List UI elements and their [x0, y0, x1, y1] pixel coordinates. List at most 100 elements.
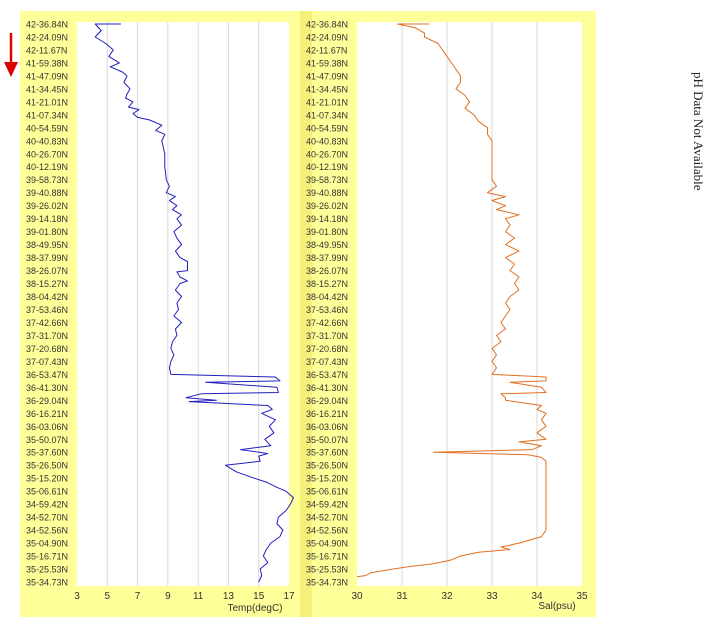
sal-y-tick-label: 39-01.80N [306, 227, 348, 237]
temp-y-tick-label: 38-49.95N [26, 240, 68, 250]
temp-x-axis-label: Temp(degC) [227, 603, 282, 614]
temp-y-tick-label: 36-03.06N [26, 422, 68, 432]
temp-y-tick-label: 41-21.01N [26, 97, 68, 107]
temp-y-tick-label: 34-59.42N [26, 500, 68, 510]
temp-x-tick-label: 3 [74, 591, 80, 602]
sal-y-tick-label: 37-20.68N [306, 344, 348, 354]
temp-y-tick-label: 34-52.70N [26, 513, 68, 523]
temp-y-tick-label: 35-15.20N [26, 474, 68, 484]
sal-y-tick-label: 38-04.42N [306, 292, 348, 302]
sal-y-tick-label: 35-50.07N [306, 435, 348, 445]
temp-x-tick-label: 9 [165, 591, 171, 602]
temp-y-tick-label: 41-07.34N [26, 110, 68, 120]
temp-y-tick-label: 40-26.70N [26, 149, 68, 159]
sal-y-tick-label: 35-25.53N [306, 565, 348, 575]
sal-y-tick-label: 35-04.90N [306, 539, 348, 549]
temp-y-tick-label: 34-52.56N [26, 526, 68, 536]
sal-y-tick-label: 42-36.84N [306, 20, 348, 30]
temp-y-tick-label: 42-36.84N [26, 20, 68, 30]
sal-y-tick-label: 35-34.73N [306, 578, 348, 588]
temp-x-tick-label: 5 [105, 591, 111, 602]
sal-y-tick-label: 41-59.38N [306, 58, 348, 68]
sal-y-tick-label: 39-14.18N [306, 214, 348, 224]
temp-y-tick-label: 35-04.90N [26, 539, 68, 549]
sal-y-tick-label: 36-16.21N [306, 409, 348, 419]
temp-y-tick-label: 39-14.18N [26, 214, 68, 224]
sal-y-tick-label: 36-53.47N [306, 370, 348, 380]
sal-y-tick-label: 41-21.01N [306, 97, 348, 107]
temp-y-tick-label: 41-47.09N [26, 71, 68, 81]
sal-y-tick-label: 38-15.27N [306, 279, 348, 289]
sal-y-tick-label: 40-12.19N [306, 162, 348, 172]
sal-chart: 30 31 32 33 34 35 42-36.84N 42-24.09N 42-11.67N 4… [306, 20, 588, 613]
temp-y-tick-label: 37-31.70N [26, 331, 68, 341]
sal-y-tick-label: 41-07.34N [306, 110, 348, 120]
sal-series-line [356, 23, 547, 578]
sal-y-tick-label: 40-54.59N [306, 123, 348, 133]
temp-y-tick-label: 35-25.53N [26, 565, 68, 575]
sal-y-tick-label: 34-52.70N [306, 513, 348, 523]
temp-x-tick-label: 13 [223, 591, 235, 602]
temp-y-tick-label: 37-20.68N [26, 344, 68, 354]
ph-note-text: pH Data Not Available [691, 72, 706, 191]
ph-unavailable-note: pH Data Not Available [690, 72, 710, 232]
sal-x-tick-label: 30 [351, 591, 363, 602]
temp-y-tick-label: 39-26.02N [26, 201, 68, 211]
sal-y-tick-label: 35-06.61N [306, 487, 348, 497]
sal-y-tick-label: 37-53.46N [306, 305, 348, 315]
sal-x-tick-label: 34 [531, 591, 543, 602]
sal-y-tick-label: 42-24.09N [306, 32, 348, 42]
temp-y-tick-label: 36-41.30N [26, 383, 68, 393]
temp-y-tick-label: 39-58.73N [26, 175, 68, 185]
sal-y-tick-label: 37-42.66N [306, 318, 348, 328]
temp-y-tick-label: 37-42.66N [26, 318, 68, 328]
sal-y-tick-label: 35-15.20N [306, 474, 348, 484]
sal-x-tick-label: 31 [396, 591, 408, 602]
temp-y-tick-label: 40-54.59N [26, 123, 68, 133]
temp-x-tick-label: 17 [283, 591, 295, 602]
temp-y-tick-label: 38-15.27N [26, 279, 68, 289]
sal-y-tick-label: 37-07.43N [306, 357, 348, 367]
sal-y-tick-label: 40-40.83N [306, 136, 348, 146]
sal-y-tick-label: 36-03.06N [306, 422, 348, 432]
temp-x-tick-label: 7 [135, 591, 141, 602]
sal-x-axis-label: Sal(psu) [538, 601, 575, 612]
temp-series-line [94, 23, 294, 583]
temp-y-tick-label: 36-29.04N [26, 396, 68, 406]
temp-y-tick-label: 41-59.38N [26, 58, 68, 68]
temp-y-tick-label: 38-37.99N [26, 253, 68, 263]
sal-y-tick-label: 38-49.95N [306, 240, 348, 250]
sal-y-tick-label: 41-34.45N [306, 84, 348, 94]
temp-y-tick-label: 41-34.45N [26, 84, 68, 94]
temp-y-tick-label: 35-37.60N [26, 448, 68, 458]
temp-y-tick-label: 35-16.71N [26, 552, 68, 562]
temp-y-tick-label: 40-40.83N [26, 136, 68, 146]
sal-y-tick-label: 40-26.70N [306, 149, 348, 159]
temp-y-tick-label: 37-53.46N [26, 305, 68, 315]
temp-y-tick-label: 35-06.61N [26, 487, 68, 497]
sal-y-tick-label: 35-16.71N [306, 552, 348, 562]
temp-y-tick-label: 36-16.21N [26, 409, 68, 419]
sal-y-tick-label: 36-41.30N [306, 383, 348, 393]
temp-y-tick-label: 35-26.50N [26, 461, 68, 471]
sal-plot-area [357, 22, 582, 586]
temp-y-tick-label: 38-04.42N [26, 292, 68, 302]
temp-y-tick-label: 39-01.80N [26, 227, 68, 237]
sal-y-tick-label: 38-37.99N [306, 253, 348, 263]
temp-y-tick-label: 35-50.07N [26, 435, 68, 445]
sal-y-tick-label: 42-11.67N [306, 45, 347, 55]
sal-y-tick-label: 39-26.02N [306, 201, 348, 211]
temp-chart: 3 5 7 9 11 13 15 17 42-36.84N 42-24.09N 42-11.67N 4… [26, 20, 295, 615]
temp-y-tick-label: 39-40.88N [26, 188, 68, 198]
temp-y-tick-label: 37-07.43N [26, 357, 68, 367]
sal-y-tick-label: 36-29.04N [306, 396, 348, 406]
sal-y-tick-label: 39-40.88N [306, 188, 348, 198]
temp-y-tick-label: 35-34.73N [26, 578, 68, 588]
temp-y-tick-label: 40-12.19N [26, 162, 68, 172]
panels-overlap [300, 11, 312, 617]
temp-plot-area [77, 22, 289, 586]
sal-x-tick-label: 32 [441, 591, 453, 602]
sal-y-tick-label: 34-59.42N [306, 500, 348, 510]
sal-y-tick-label: 37-31.70N [306, 331, 348, 341]
